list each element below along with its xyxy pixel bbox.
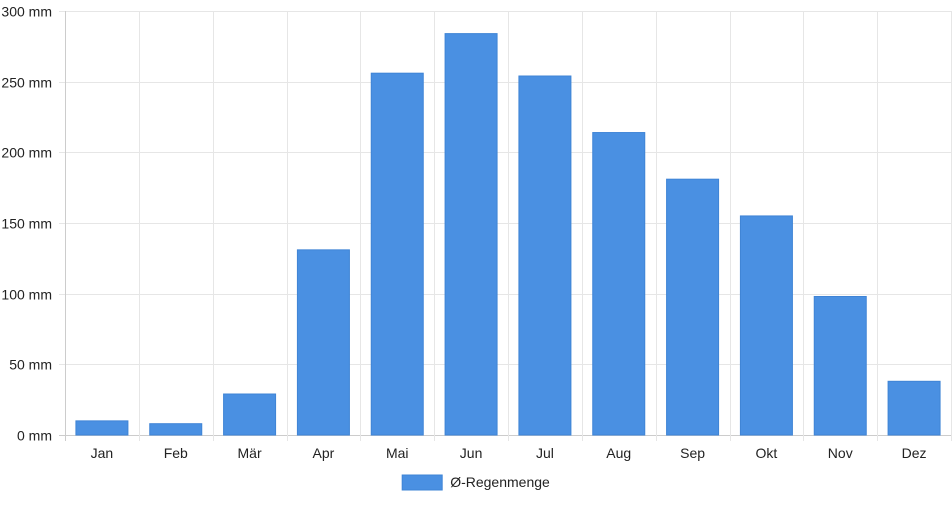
legend-swatch xyxy=(401,474,443,491)
bar-dez[interactable] xyxy=(887,380,941,436)
y-tick-label: 150 mm xyxy=(1,216,52,232)
x-tick-label: Apr xyxy=(313,445,335,461)
x-tick-label: Mai xyxy=(386,445,409,461)
bar-sep[interactable] xyxy=(666,178,720,436)
x-tick-label: Jan xyxy=(91,445,114,461)
y-tick-label: 50 mm xyxy=(9,357,52,373)
x-tick-label: Dez xyxy=(902,445,927,461)
bar-jul[interactable] xyxy=(518,75,572,436)
grid-layer xyxy=(59,11,952,441)
x-tick-label: Jul xyxy=(536,445,554,461)
axis-layer: 0 mm 50 mm 100 mm 150 mm 200 mm 250 mm 300 mm J… xyxy=(1,4,926,462)
y-tick-label: 100 mm xyxy=(1,287,52,303)
bar-jun[interactable] xyxy=(444,33,498,436)
legend[interactable]: Ø-Regenmenge xyxy=(401,474,550,491)
bar-nov[interactable] xyxy=(813,295,867,436)
bar-okt[interactable] xyxy=(739,215,793,436)
bar-aug[interactable] xyxy=(592,132,646,436)
y-tick-label: 300 mm xyxy=(1,4,52,20)
x-tick-label: Okt xyxy=(756,445,778,461)
x-tick-label: Nov xyxy=(828,445,853,461)
legend-label: Ø-Regenmenge xyxy=(450,474,550,490)
bar-mai[interactable] xyxy=(370,72,424,436)
y-tick-label: 200 mm xyxy=(1,145,52,161)
bar-layer xyxy=(75,33,941,436)
y-tick-label: 250 mm xyxy=(1,75,52,91)
bar-feb[interactable] xyxy=(149,423,203,436)
bar-jan[interactable] xyxy=(75,420,129,436)
y-tick-label: 0 mm xyxy=(17,428,52,444)
x-tick-label: Aug xyxy=(606,445,631,461)
x-tick-label: Mär xyxy=(238,445,262,461)
x-tick-label: Jun xyxy=(460,445,483,461)
x-tick-label: Sep xyxy=(680,445,705,461)
bar-mär[interactable] xyxy=(223,393,277,436)
bar-apr[interactable] xyxy=(296,249,350,436)
x-tick-label: Feb xyxy=(164,445,188,461)
